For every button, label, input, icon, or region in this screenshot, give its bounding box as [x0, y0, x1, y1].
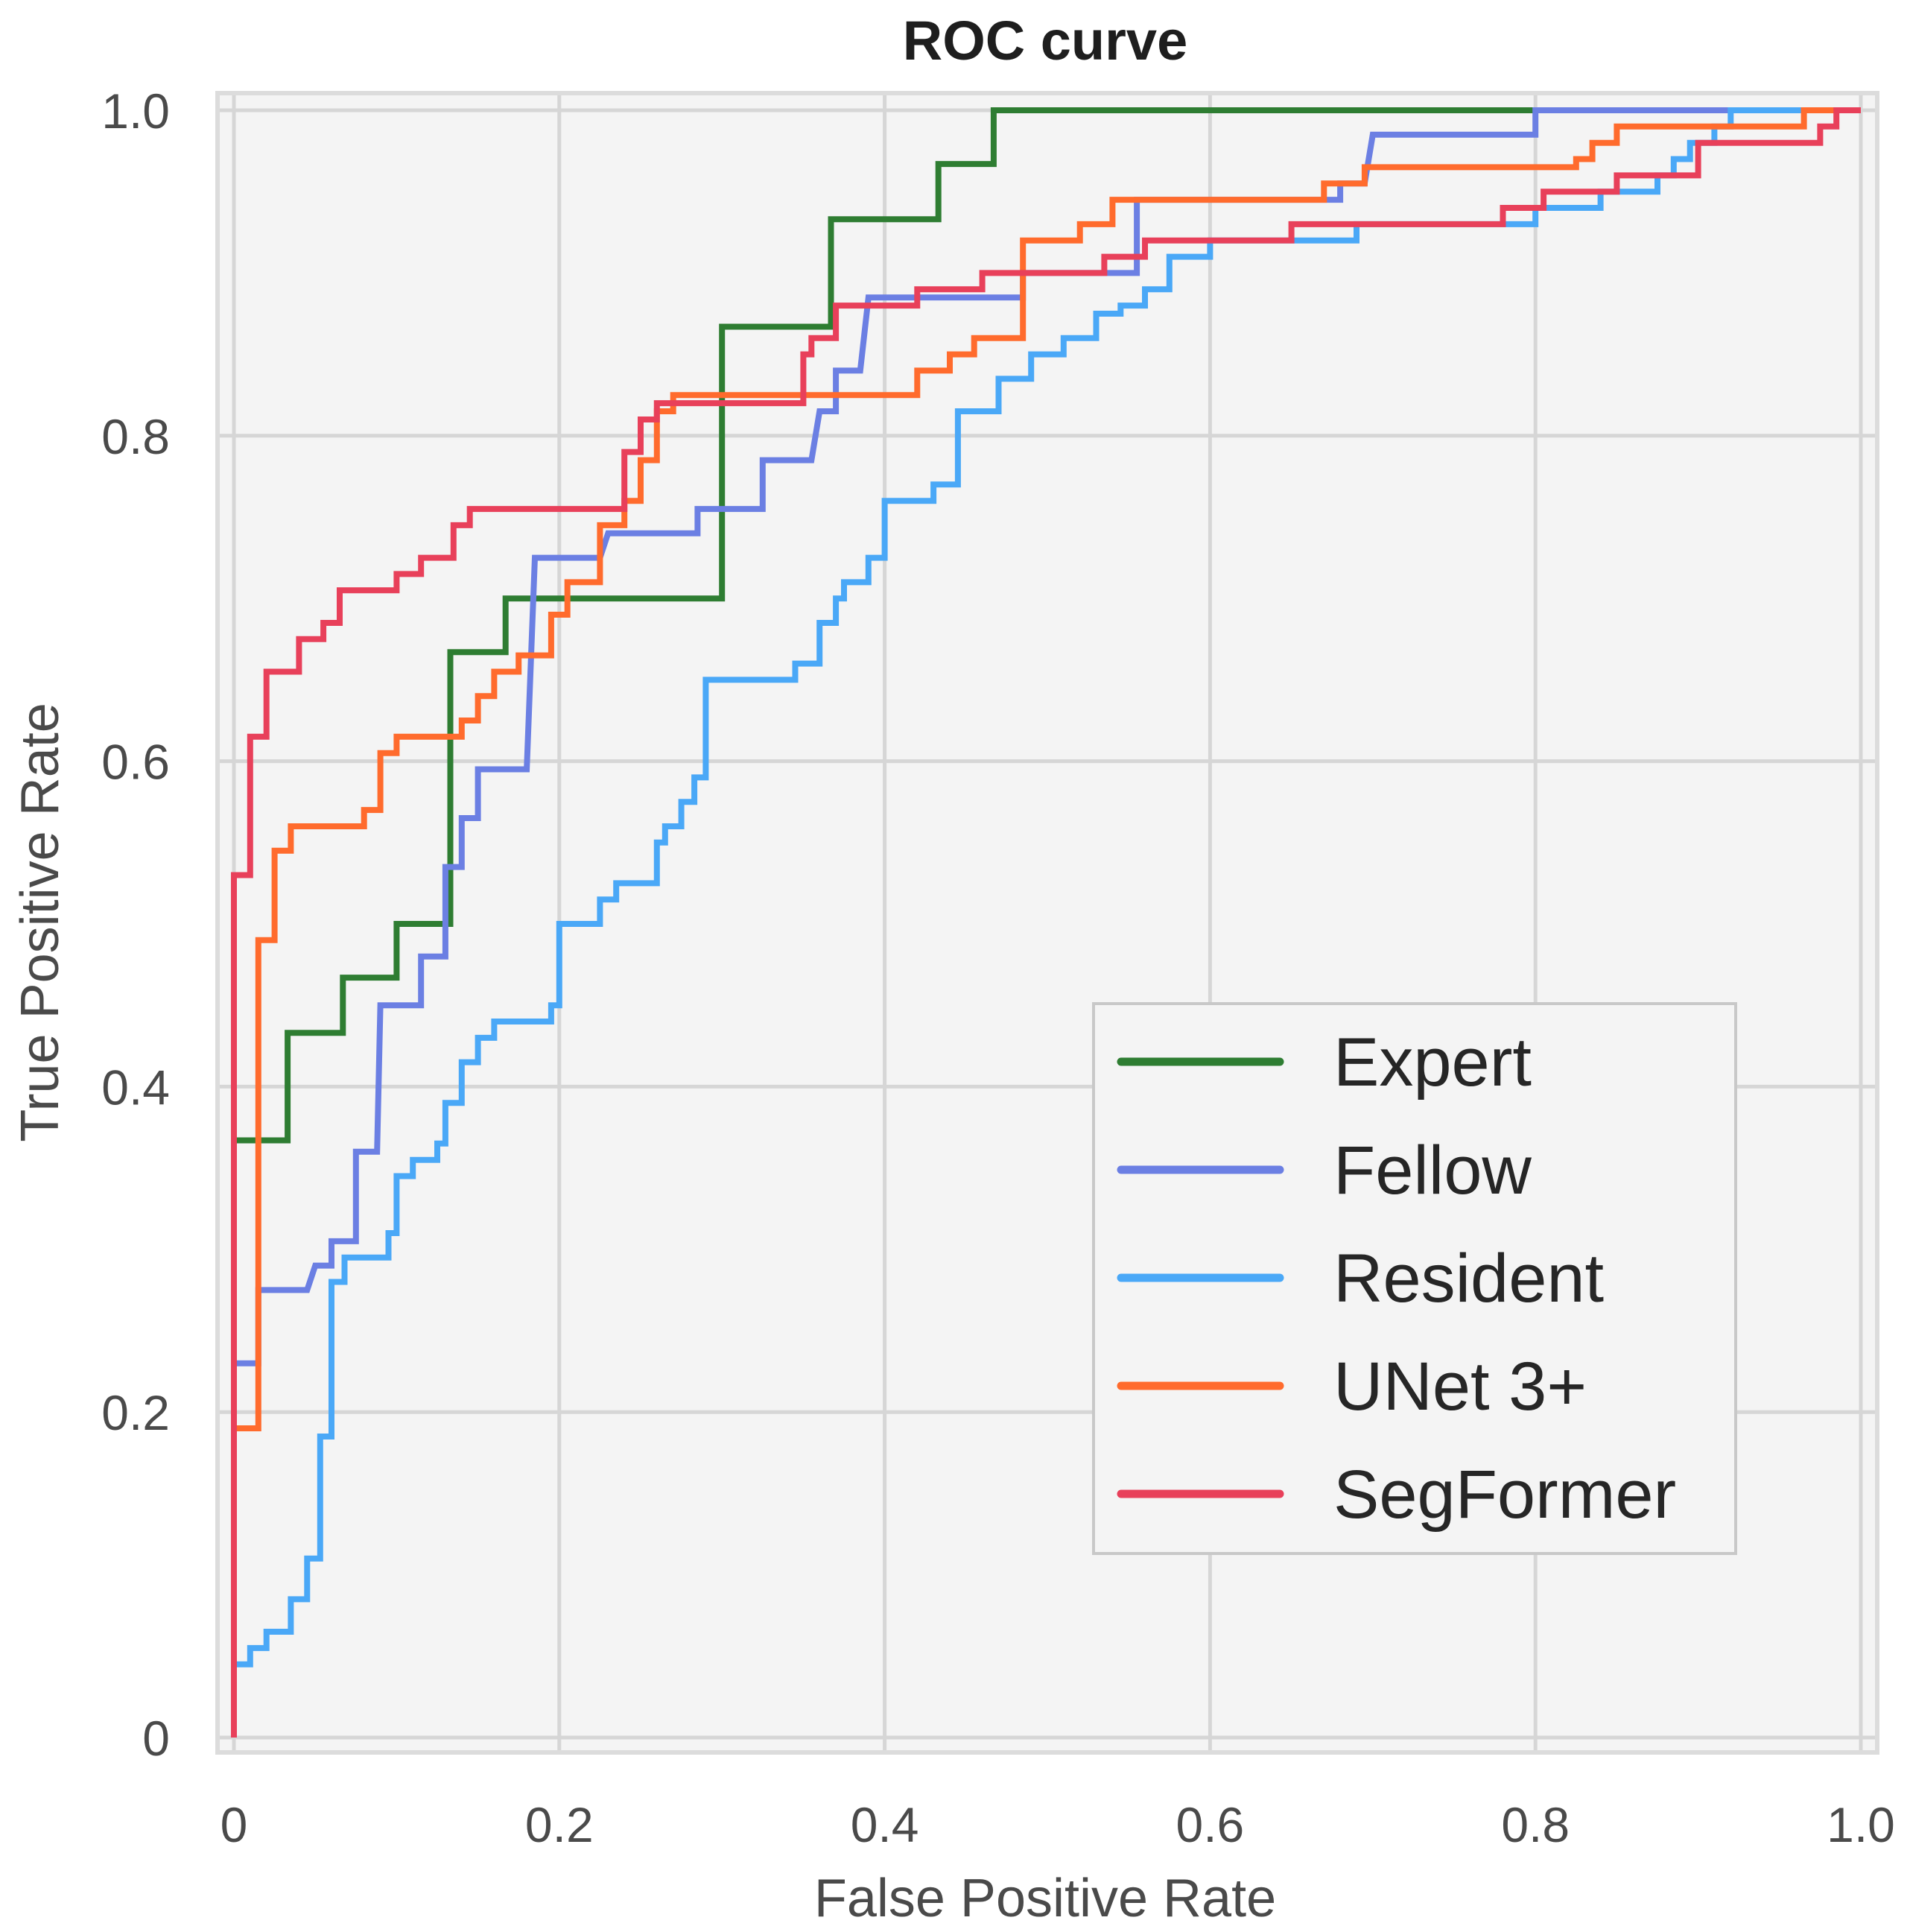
legend-label: UNet 3+: [1333, 1349, 1587, 1425]
legend-label: SegFormer: [1333, 1457, 1676, 1533]
series-lines: [231, 107, 1861, 1738]
x-tick-label: 1.0: [1827, 1797, 1895, 1852]
y-axis-label: True Positive Rate: [10, 703, 70, 1142]
x-tick-labels: 0 0.2 0.4 0.6 0.8 1.0: [220, 1797, 1895, 1852]
series-line-segformer: [231, 107, 1861, 1738]
y-tick-label: 0.8: [101, 409, 170, 464]
y-tick-labels: 0 0.2 0.4 0.6 0.8 1.0: [101, 83, 170, 1766]
y-tick-label: 0.2: [101, 1385, 170, 1440]
legend: Expert Fellow Resident UNet 3+ SegFormer: [1092, 1002, 1737, 1555]
y-tick-label: 1.0: [101, 83, 170, 139]
series-line-unet-3: [231, 107, 1861, 1738]
y-tick-label: 0: [142, 1711, 170, 1766]
x-tick-label: 0.6: [1176, 1797, 1245, 1852]
x-axis-label: False Positive Rate: [814, 1869, 1276, 1928]
series-line-resident: [231, 107, 1861, 1738]
chart-title: ROC curve: [903, 10, 1187, 72]
x-tick-label: 0.2: [525, 1797, 594, 1852]
legend-label: Resident: [1333, 1241, 1604, 1317]
x-tick-label: 0: [220, 1797, 248, 1852]
y-tick-label: 0.6: [101, 735, 170, 790]
legend-label: Expert: [1333, 1024, 1532, 1100]
legend-label: Fellow: [1333, 1133, 1532, 1209]
y-tick-label: 0.4: [101, 1060, 170, 1115]
series-line-expert: [231, 107, 1861, 1738]
x-tick-label: 0.4: [851, 1797, 919, 1852]
x-tick-label: 0.8: [1501, 1797, 1570, 1852]
legend-items: Expert Fellow Resident UNet 3+ SegFormer: [1117, 1024, 1676, 1533]
